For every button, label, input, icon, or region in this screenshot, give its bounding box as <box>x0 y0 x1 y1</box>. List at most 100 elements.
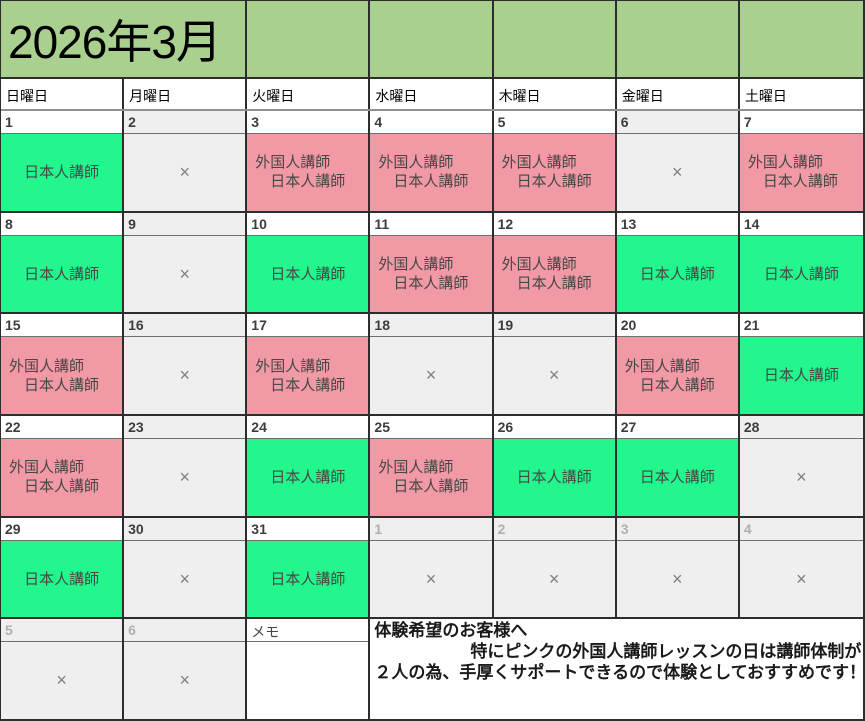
day-cell: 9 × <box>124 212 248 313</box>
day-number: 5 <box>493 111 615 134</box>
day-cell: 24 日本人講師 <box>247 416 371 516</box>
closed-mark: × <box>179 466 190 487</box>
day-number: 21 <box>739 314 863 338</box>
day-cell: 13 日本人講師 <box>616 212 740 313</box>
day-cell: 25 外国人講師 日本人講師 <box>370 416 494 516</box>
day-cell: 22 外国人講師 日本人講師 <box>1 416 125 516</box>
day-cell: 1 × <box>370 517 494 618</box>
lesson-label-japanese: 日本人講師 <box>762 173 838 191</box>
lesson-block: 外国人講師 日本人講師 <box>247 134 369 211</box>
closed-mark: × <box>796 466 807 487</box>
day-cell: 8 日本人講師 <box>1 212 125 313</box>
lesson-block: × <box>616 540 738 618</box>
lesson-label-japanese: 日本人講師 <box>270 468 346 486</box>
day-number: 3 <box>247 111 369 134</box>
closed-mark: × <box>672 568 683 589</box>
day-cell: 5 × <box>1 619 125 720</box>
day-number: 2 <box>493 517 615 541</box>
day-cell: 30 × <box>124 517 248 618</box>
lesson-block: 日本人講師 <box>247 439 369 516</box>
lesson-label-japanese: 日本人講師 <box>393 478 469 496</box>
lesson-label-japanese: 日本人講師 <box>639 376 715 394</box>
day-number: 24 <box>247 416 369 440</box>
lesson-label-foreign: 外国人講師 <box>747 154 823 172</box>
lesson-label-japanese: 日本人講師 <box>270 173 346 191</box>
day-number: 13 <box>616 212 738 236</box>
day-number: 20 <box>616 314 738 338</box>
lesson-label-japanese: 日本人講師 <box>270 376 346 394</box>
lesson-block: × <box>370 337 492 415</box>
lesson-label-japanese: 日本人講師 <box>516 275 592 292</box>
day-cell: 5 外国人講師 日本人講師 <box>493 111 617 211</box>
lesson-block: 日本人講師 <box>247 235 369 313</box>
lesson-label-foreign: 外国人講師 <box>624 357 700 375</box>
day-cell: 20 外国人講師 日本人講師 <box>616 314 740 415</box>
note-line: ２人の為、手厚くサポートできるので体験としておすすめです！ <box>374 663 863 683</box>
day-cell: 27 日本人講師 <box>616 416 740 516</box>
day-cell: 29 日本人講師 <box>1 517 125 618</box>
title-filler-cell <box>739 1 863 77</box>
lesson-block: 外国人講師 日本人講師 <box>370 439 492 516</box>
lesson-label-japanese: 日本人講師 <box>763 265 839 283</box>
note-line: 特にピンクの外国人講師レッスンの日は講師体制が <box>470 642 862 662</box>
closed-mark: × <box>796 568 807 589</box>
lesson-block: × <box>739 439 863 516</box>
memo-cell: メモ <box>247 619 371 720</box>
lesson-label-japanese: 日本人講師 <box>516 173 592 191</box>
closed-mark: × <box>548 568 560 589</box>
closed-mark: × <box>548 365 560 386</box>
week-row: 1 日本人講師 2 × 3 外国人講師 日本人講師 4 外国人講師 日本人講師 5 外国人講師 日本人講… <box>1 111 863 213</box>
day-number: 12 <box>493 212 615 236</box>
lesson-block: × <box>493 540 615 618</box>
closed-mark: × <box>179 670 190 691</box>
lesson-label-japanese: 日本人講師 <box>24 570 100 588</box>
lesson-block: 日本人講師 <box>739 235 863 313</box>
day-number: 3 <box>616 517 738 541</box>
lesson-label-japanese: 日本人講師 <box>270 265 346 283</box>
closed-mark: × <box>425 568 437 589</box>
day-cell: 16 × <box>124 314 248 415</box>
closed-mark: × <box>179 365 190 386</box>
lesson-block: × <box>1 642 123 720</box>
day-number: 27 <box>616 416 738 440</box>
weekday-wednesday: 水曜日 <box>370 79 494 109</box>
lesson-block: 外国人講師 日本人講師 <box>616 337 738 415</box>
lesson-label-foreign: 外国人講師 <box>378 154 454 172</box>
day-number: 15 <box>1 314 123 338</box>
day-number: 14 <box>739 212 863 236</box>
weeks-grid: 1 日本人講師 2 × 3 外国人講師 日本人講師 4 外国人講師 日本人講師 5 外国人講師 日本人講… <box>1 111 863 720</box>
day-number: 7 <box>739 111 863 134</box>
day-cell: 12 外国人講師 日本人講師 <box>493 212 617 313</box>
lesson-block: 外国人講師 日本人講師 <box>493 134 615 211</box>
lesson-block: 外国人講師 日本人講師 <box>1 337 123 415</box>
day-cell: 19 × <box>493 314 617 415</box>
lesson-block: × <box>124 235 246 313</box>
lesson-block: 外国人講師日本人講師 <box>493 235 615 313</box>
title-filler-cell <box>616 1 740 77</box>
day-cell: 2 × <box>124 111 248 211</box>
day-cell: 6 × <box>124 619 248 720</box>
lesson-label-foreign: 外国人講師 <box>255 357 331 375</box>
lesson-label-foreign: 外国人講師 <box>501 256 577 273</box>
day-cell: 7 外国人講師 日本人講師 <box>739 111 863 211</box>
lesson-label-japanese: 日本人講師 <box>639 265 715 283</box>
lesson-block: × <box>124 540 246 618</box>
day-number: 1 <box>1 111 123 134</box>
calendar-title: 2026年3月 <box>1 1 248 77</box>
day-cell: 3 外国人講師 日本人講師 <box>247 111 371 211</box>
day-number: 16 <box>124 314 246 338</box>
title-row: 2026年3月 <box>1 1 863 79</box>
day-number: 22 <box>1 416 123 440</box>
day-cell: 28 × <box>739 416 863 516</box>
lesson-block: × <box>616 134 738 211</box>
day-number: 26 <box>493 416 615 440</box>
day-number: 6 <box>124 619 246 643</box>
weekday-sunday: 日曜日 <box>1 79 125 109</box>
closed-mark: × <box>179 161 190 182</box>
weekday-monday: 月曜日 <box>124 79 248 109</box>
day-cell: 1 日本人講師 <box>1 111 125 211</box>
lesson-label-foreign: 外国人講師 <box>255 154 331 172</box>
weekday-friday: 金曜日 <box>617 79 740 109</box>
title-filler-cell <box>493 1 617 77</box>
